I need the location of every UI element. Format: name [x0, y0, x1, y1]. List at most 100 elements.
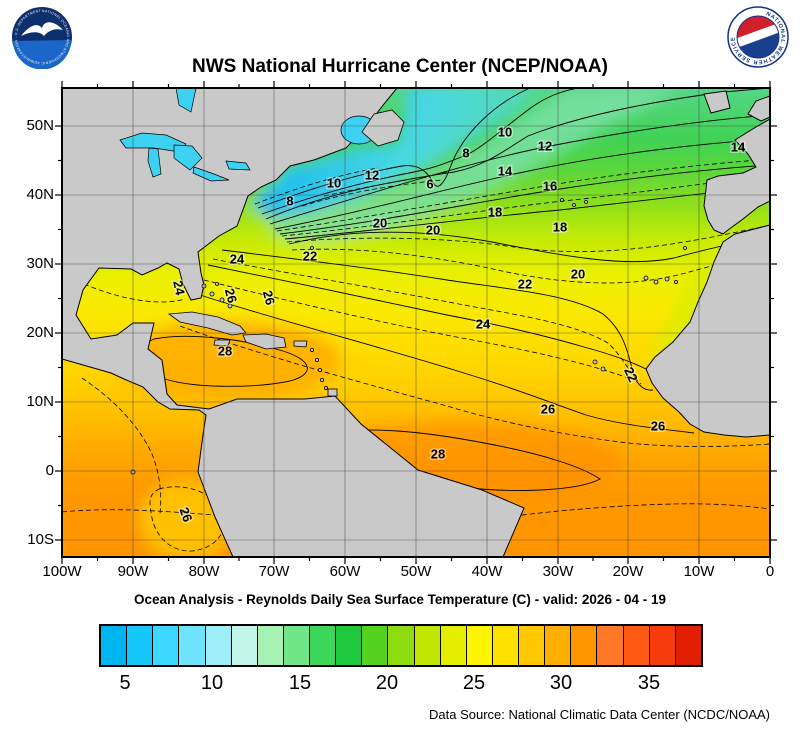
canary-island — [664, 276, 670, 282]
puerto-rico — [293, 340, 308, 348]
cape-verde-island — [600, 366, 606, 372]
colorbar-cell — [336, 626, 363, 665]
azores-island — [584, 200, 588, 204]
contour-label: 20 — [426, 222, 440, 237]
colorbar-cell — [153, 626, 180, 665]
colorbar-cell — [466, 626, 493, 665]
bermuda — [310, 246, 314, 250]
contour-label: 16 — [543, 178, 557, 193]
lat-tick-label: 40N — [26, 186, 54, 203]
map-frame — [61, 87, 771, 558]
lon-tick-label: 30W — [542, 563, 574, 580]
antilles-island — [309, 347, 314, 352]
canary-island — [674, 279, 679, 284]
bahamas-island — [209, 291, 215, 297]
antilles-island — [314, 357, 319, 362]
canary-island — [653, 279, 659, 285]
contour-label: 14 — [498, 163, 513, 178]
isotherm-contours — [62, 88, 770, 552]
contour-label: 20 — [571, 266, 585, 281]
lake-ontario — [225, 160, 251, 171]
contour-label: 10 — [327, 175, 341, 190]
lon-tick-label: 0 — [765, 563, 775, 580]
contour-label: 8 — [462, 145, 469, 160]
lat-tick-label: 50N — [26, 117, 54, 134]
land-england — [747, 95, 770, 122]
antilles-island — [319, 377, 324, 382]
colorbar-cell — [310, 626, 337, 665]
axis-ticks — [55, 81, 777, 564]
colorbar-cell — [388, 626, 415, 665]
map-subtitle: Ocean Analysis - Reynolds Daily Sea Surf… — [134, 592, 666, 607]
bahamas-island — [227, 303, 233, 309]
colorbar-cells — [101, 626, 701, 665]
bahamas-island — [215, 282, 219, 286]
colorbar-cell — [571, 626, 598, 665]
hispaniola — [242, 333, 287, 350]
contour-label: 10 — [498, 124, 512, 139]
contour-label: 24 — [476, 316, 491, 331]
colorbar-tick-label: 35 — [637, 672, 661, 694]
colorbar-tick-label: 5 — [119, 672, 131, 694]
contour-label: 28 — [431, 446, 445, 461]
colorbar-tick-label: 30 — [549, 672, 573, 694]
colorbar-tick-label: 10 — [200, 672, 224, 694]
lon-tick-label: 70W — [258, 563, 290, 580]
noaa-logo: NATIONAL OCEANIC AND ATMOSPHERIC ADMINIS… — [10, 5, 72, 69]
colorbar-cell — [440, 626, 467, 665]
grid-lines — [62, 88, 770, 557]
page-title: NWS National Hurricane Center (NCEP/NOAA… — [192, 56, 608, 77]
lake-huron — [173, 144, 203, 171]
lat-tick-label: 10S — [27, 531, 54, 548]
islands — [130, 109, 687, 475]
contour-label: 18 — [553, 219, 567, 234]
colorbar-cell — [179, 626, 206, 665]
colorbar-cell — [101, 626, 128, 665]
contour-label: 20 — [373, 215, 387, 230]
lon-tick-label: 10W — [683, 563, 715, 580]
colorbar-cell — [492, 626, 519, 665]
land-europe — [703, 118, 770, 235]
colorbar-cell — [127, 626, 154, 665]
colorbar-cell — [649, 626, 676, 665]
antilles-island — [323, 385, 328, 390]
bahamas-island — [219, 297, 225, 303]
azores-island — [572, 203, 576, 207]
contour-label: 24 — [230, 251, 245, 266]
james-bay — [175, 88, 197, 113]
contour-label: 22 — [303, 248, 317, 263]
lon-tick-label: 80W — [188, 563, 220, 580]
colorbar-cell — [283, 626, 310, 665]
contour-label: 26 — [651, 418, 665, 433]
map-interior — [62, 88, 770, 557]
contour-label: 14 — [731, 139, 746, 154]
azores-island — [560, 198, 564, 202]
noaa-logo-ocean — [13, 40, 72, 69]
land-ireland — [703, 90, 731, 114]
contour-label: 26 — [176, 505, 195, 524]
lon-tick-label: 90W — [117, 563, 149, 580]
contour-label: 26 — [222, 287, 240, 305]
noaa-seagull-icon — [21, 22, 63, 36]
colorbar-cell — [414, 626, 441, 665]
lon-tick-label: 40W — [471, 563, 503, 580]
lat-tick-label: 20N — [26, 324, 54, 341]
contour-label: 12 — [538, 138, 552, 153]
newfoundland — [361, 109, 405, 147]
colorbar-cell — [675, 626, 701, 665]
contour-label: 6 — [426, 176, 433, 191]
lat-tick-label: 30N — [26, 255, 54, 272]
colorbar-cell — [257, 626, 284, 665]
colorbar-cell — [545, 626, 572, 665]
antilles-island — [317, 367, 322, 372]
colorbar-tick-label: 25 — [462, 672, 486, 694]
lon-tick-label: 20W — [612, 563, 644, 580]
madeira — [683, 246, 687, 250]
nws-logo: NATIONAL WEATHER SERVICE — [727, 6, 789, 68]
colorbar-cell — [205, 626, 232, 665]
colorbar — [99, 624, 703, 667]
contour-label: 18 — [488, 204, 502, 219]
colorbar-cell — [597, 626, 624, 665]
